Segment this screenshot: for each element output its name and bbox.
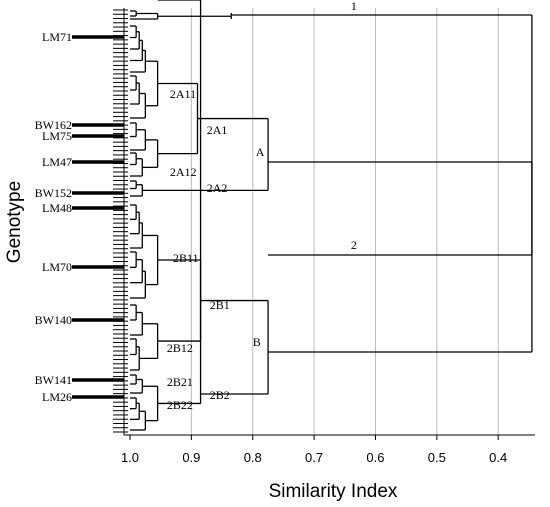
cluster-label-2a2: 2A2 [207, 181, 228, 195]
cluster-label-2a11: 2A11 [170, 87, 196, 101]
x-tick-label: 1.0 [121, 450, 139, 465]
genotype-label: BW140 [35, 313, 72, 327]
cluster-label-2b22: 2B22 [167, 398, 193, 412]
genotype-label: LM48 [42, 201, 72, 215]
x-tick-label: 0.5 [428, 450, 446, 465]
genotype-label: BW141 [35, 373, 72, 387]
x-axis-title: Similarity Index [269, 481, 398, 502]
genotype-label: LM71 [42, 30, 72, 44]
grid-lines [190, 8, 499, 435]
genotype-label: BW152 [35, 186, 72, 200]
x-tick-label: 0.7 [305, 450, 323, 465]
cluster-label-2b1: 2B1 [210, 298, 230, 312]
cluster-labels: 1 2 A B 2A1 2A2 2A11 2A12 2B1 2B2 2B11 2B12 2B21 2B22 [167, 0, 357, 412]
x-tick-label: 0.8 [244, 450, 262, 465]
cluster-label-a: A [256, 145, 265, 159]
leaf-ticks [113, 9, 128, 433]
genotype-label: BW162 [35, 118, 72, 132]
genotype-label: LM75 [42, 129, 72, 143]
genotype-label: LM70 [42, 260, 72, 274]
cluster-label-2b11: 2B11 [173, 251, 199, 265]
y-axis-title: Genotype [4, 181, 25, 263]
cluster-label-b: B [253, 335, 261, 349]
genotype-label: LM26 [42, 390, 72, 404]
cluster-label-2b12: 2B12 [167, 341, 193, 355]
cluster-label-1: 1 [351, 0, 357, 13]
cluster-label-2b21: 2B21 [167, 375, 193, 389]
x-axis: 1.0 0.9 0.8 0.7 0.6 0.5 0.4 [121, 8, 535, 465]
x-tick-label: 0.6 [366, 450, 384, 465]
genotype-label: LM47 [42, 155, 72, 169]
cluster-label-2: 2 [351, 238, 357, 252]
dendrogram-branches [130, 0, 533, 431]
x-tick-label: 0.9 [182, 450, 200, 465]
cluster-label-2b2: 2B2 [210, 388, 230, 402]
cluster-label-2a1: 2A1 [207, 123, 228, 137]
cluster-label-2a12: 2A12 [170, 165, 197, 179]
x-tick-label: 0.4 [489, 450, 507, 465]
